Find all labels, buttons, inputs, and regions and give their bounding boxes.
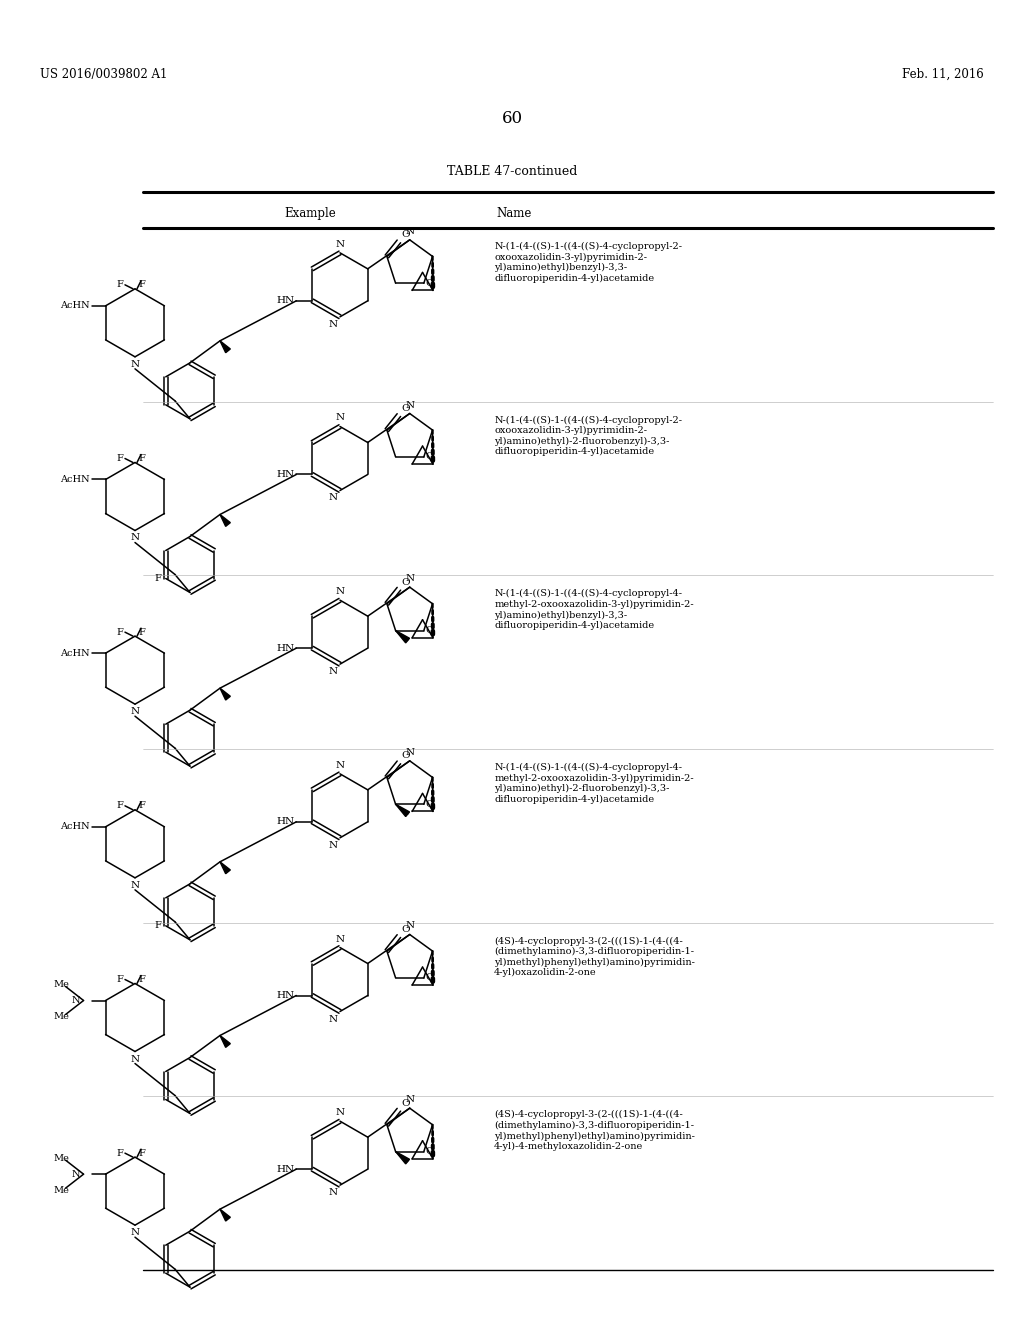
Text: N: N — [329, 1188, 338, 1197]
Text: F: F — [138, 975, 144, 983]
Text: F: F — [155, 921, 162, 931]
Text: N: N — [329, 841, 338, 850]
Text: (4S)-4-cyclopropyl-3-(2-(((1S)-1-(4-((4-
(dimethylamino)-3,3-difluoropiperidin-1: (4S)-4-cyclopropyl-3-(2-(((1S)-1-(4-((4-… — [495, 1110, 695, 1151]
Text: HN: HN — [276, 644, 294, 652]
Polygon shape — [220, 515, 230, 527]
Text: O: O — [400, 925, 410, 935]
Text: O: O — [400, 404, 410, 413]
Text: F: F — [138, 280, 144, 289]
Text: O: O — [400, 751, 410, 760]
Polygon shape — [395, 1151, 410, 1164]
Text: Me: Me — [53, 1154, 70, 1163]
Polygon shape — [220, 341, 230, 352]
Text: Feb. 11, 2016: Feb. 11, 2016 — [902, 69, 984, 81]
Text: HN: HN — [276, 991, 294, 1001]
Text: F: F — [116, 454, 123, 463]
Text: N: N — [406, 227, 415, 236]
Text: F: F — [138, 454, 144, 463]
Text: N: N — [130, 533, 139, 543]
Text: O: O — [426, 626, 434, 635]
Text: O: O — [400, 1098, 410, 1107]
Text: O: O — [400, 578, 410, 587]
Polygon shape — [220, 688, 230, 700]
Text: N: N — [72, 1170, 80, 1179]
Text: HN: HN — [276, 1164, 294, 1173]
Text: F: F — [116, 628, 123, 636]
Text: F: F — [138, 1148, 144, 1158]
Text: N: N — [336, 240, 344, 249]
Text: F: F — [155, 574, 162, 583]
Text: O: O — [426, 1147, 434, 1156]
Text: N: N — [130, 360, 139, 368]
Text: US 2016/0039802 A1: US 2016/0039802 A1 — [40, 69, 167, 81]
Text: O: O — [426, 279, 434, 288]
Text: Name: Name — [497, 207, 531, 220]
Polygon shape — [220, 1035, 230, 1047]
Text: TABLE 47-continued: TABLE 47-continued — [446, 165, 578, 178]
Text: F: F — [116, 1148, 123, 1158]
Polygon shape — [220, 862, 230, 874]
Text: N: N — [336, 935, 344, 944]
Text: AcHN: AcHN — [60, 822, 89, 832]
Text: N-(1-(4-((S)-1-((4-((S)-4-cyclopropyl-2-
oxooxazolidin-3-yl)pyrimidin-2-
yl)amin: N-(1-(4-((S)-1-((4-((S)-4-cyclopropyl-2-… — [495, 416, 682, 457]
Text: N-(1-(4-((S)-1-((4-((S)-4-cyclopropyl-4-
methyl-2-oxooxazolidin-3-yl)pyrimidin-2: N-(1-(4-((S)-1-((4-((S)-4-cyclopropyl-4-… — [495, 589, 694, 630]
Text: O: O — [426, 453, 434, 462]
Text: Me: Me — [53, 979, 70, 989]
Text: N: N — [130, 1228, 139, 1237]
Text: 60: 60 — [502, 110, 522, 127]
Text: F: F — [138, 801, 144, 810]
Text: N: N — [336, 413, 344, 422]
Text: N-(1-(4-((S)-1-((4-((S)-4-cyclopropyl-4-
methyl-2-oxooxazolidin-3-yl)pyrimidin-2: N-(1-(4-((S)-1-((4-((S)-4-cyclopropyl-4-… — [495, 763, 694, 804]
Text: HN: HN — [276, 296, 294, 305]
Text: Me: Me — [53, 1012, 70, 1020]
Text: (4S)-4-cyclopropyl-3-(2-(((1S)-1-(4-((4-
(dimethylamino)-3,3-difluoropiperidin-1: (4S)-4-cyclopropyl-3-(2-(((1S)-1-(4-((4-… — [495, 937, 695, 977]
Text: O: O — [426, 800, 434, 809]
Text: N: N — [336, 760, 344, 770]
Text: N: N — [406, 1096, 415, 1104]
Polygon shape — [395, 631, 410, 643]
Text: N: N — [329, 1015, 338, 1023]
Text: AcHN: AcHN — [60, 475, 89, 484]
Text: N: N — [329, 494, 338, 503]
Text: F: F — [116, 975, 123, 983]
Text: O: O — [400, 231, 410, 239]
Text: N: N — [406, 574, 415, 583]
Text: N: N — [329, 667, 338, 676]
Text: AcHN: AcHN — [60, 648, 89, 657]
Text: F: F — [116, 280, 123, 289]
Text: N: N — [130, 1055, 139, 1064]
Text: AcHN: AcHN — [60, 301, 89, 310]
Polygon shape — [220, 1209, 230, 1221]
Text: N: N — [406, 400, 415, 409]
Text: O: O — [426, 973, 434, 982]
Text: HN: HN — [276, 470, 294, 479]
Text: N: N — [130, 708, 139, 717]
Text: N: N — [406, 921, 415, 931]
Text: F: F — [116, 801, 123, 810]
Text: Me: Me — [53, 1185, 70, 1195]
Text: N: N — [406, 748, 415, 756]
Text: N: N — [336, 1109, 344, 1117]
Text: N-(1-(4-((S)-1-((4-((S)-4-cyclopropyl-2-
oxooxazolidin-3-yl)pyrimidin-2-
yl)amin: N-(1-(4-((S)-1-((4-((S)-4-cyclopropyl-2-… — [495, 242, 682, 282]
Text: N: N — [329, 319, 338, 329]
Text: N: N — [336, 587, 344, 597]
Text: HN: HN — [276, 817, 294, 826]
Text: N: N — [130, 880, 139, 890]
Text: N: N — [72, 997, 80, 1005]
Text: Example: Example — [284, 207, 336, 220]
Text: F: F — [138, 628, 144, 636]
Polygon shape — [395, 804, 410, 817]
